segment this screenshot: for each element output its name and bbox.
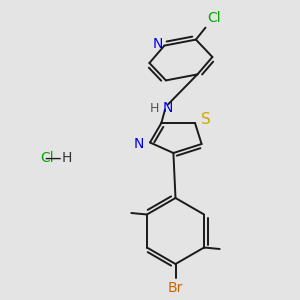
Text: Cl: Cl [207, 11, 220, 25]
Text: Cl: Cl [40, 151, 54, 164]
Text: H: H [61, 151, 72, 164]
Text: S: S [201, 112, 211, 128]
Text: N: N [153, 37, 163, 51]
Text: H: H [150, 101, 159, 115]
Text: Br: Br [168, 281, 183, 296]
Text: N: N [163, 101, 173, 115]
Text: —: — [44, 148, 61, 166]
Text: N: N [134, 137, 144, 151]
